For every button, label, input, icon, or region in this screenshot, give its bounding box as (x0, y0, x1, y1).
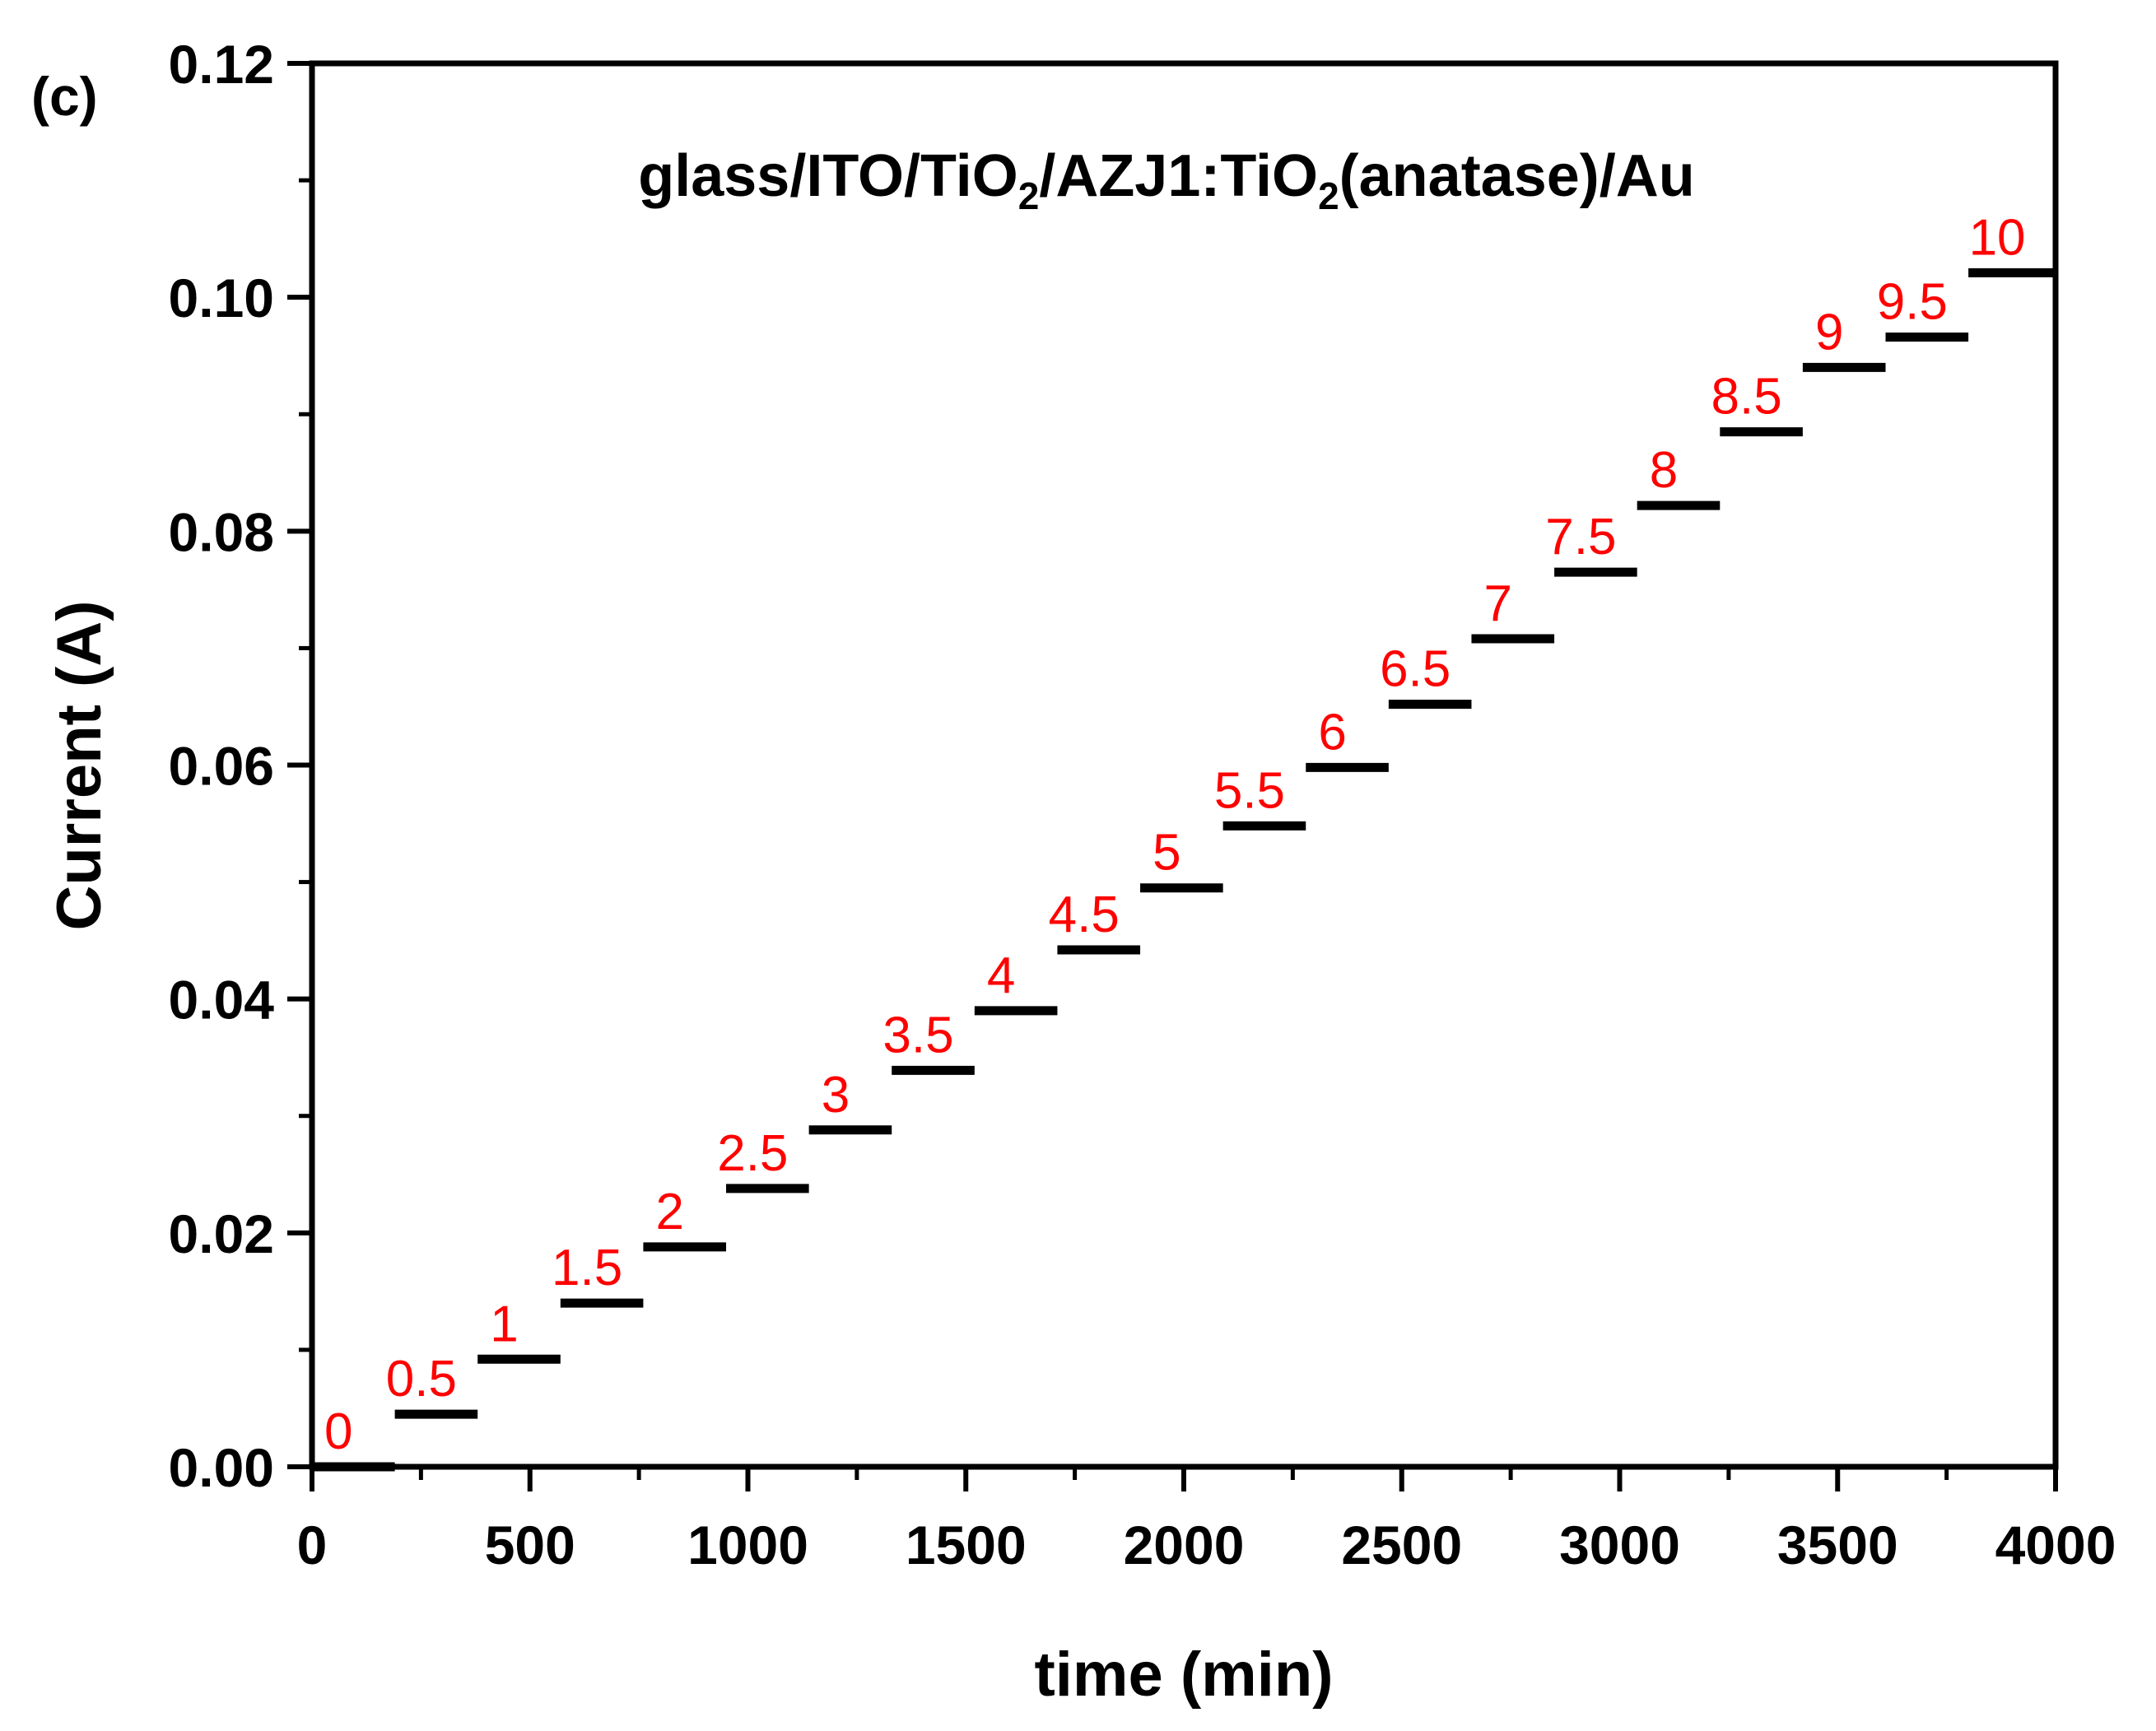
step-voltage-label: 9 (1815, 304, 1843, 361)
y-axis-label: Current (A) (44, 600, 114, 930)
y-tick-label: 0.00 (169, 1437, 274, 1498)
step-voltage-label: 6.5 (1380, 641, 1451, 698)
title-text: glass/ITO/TiO (638, 143, 1018, 209)
panel-label: (c) (31, 66, 98, 127)
step-voltage-label: 2.5 (717, 1125, 788, 1182)
title-text: (anatase)/Au (1339, 143, 1695, 209)
step-voltage-label: 5.5 (1214, 762, 1285, 819)
step-voltage-label: 4.5 (1049, 886, 1120, 943)
x-tick-label: 3500 (1777, 1515, 1898, 1575)
y-axis: 0.00 0.02 0.04 0.06 0.08 0.10 0.12 (169, 34, 312, 1498)
step-voltage-label: 0 (324, 1403, 352, 1460)
x-tick-label: 2500 (1341, 1515, 1462, 1575)
step-voltage-label: 0.5 (386, 1351, 457, 1408)
step-voltage-label: 7 (1484, 575, 1512, 632)
step-labels: 0 0.5 1 1.5 2 2.5 3 3.5 4 4.5 5 5.5 6 6.5 7 7.5 8 8.5 9 9.5… (324, 209, 2025, 1460)
title-subscript: 2 (1018, 174, 1040, 217)
x-tick-label: 3000 (1559, 1515, 1680, 1575)
title-text: /AZJ1:TiO (1039, 143, 1318, 209)
y-tick-label: 0.02 (169, 1203, 274, 1264)
step-voltage-label: 1.5 (552, 1240, 622, 1296)
chart-title: glass/ITO/TiO2/AZJ1:TiO2(anatase)/Au (638, 143, 1695, 217)
step-voltage-label: 3 (822, 1067, 850, 1124)
y-tick-label: 0.06 (169, 736, 274, 797)
step-voltage-label: 7.5 (1545, 509, 1616, 565)
y-tick-label: 0.10 (169, 268, 274, 328)
step-voltage-label: 3.5 (882, 1007, 953, 1063)
x-tick-label: 2000 (1124, 1515, 1245, 1575)
step-voltage-label: 5 (1153, 825, 1180, 882)
y-tick-label: 0.08 (169, 501, 274, 562)
step-voltage-label: 9.5 (1877, 273, 1948, 330)
y-tick-label: 0.12 (169, 34, 274, 95)
x-tick-label: 500 (485, 1515, 575, 1575)
step-voltage-label: 4 (987, 947, 1015, 1004)
x-tick-label: 4000 (1995, 1515, 2116, 1575)
x-tick-label: 1500 (906, 1515, 1027, 1575)
data-series (312, 268, 2056, 1472)
step-voltage-label: 1 (490, 1296, 518, 1352)
step-voltage-label: 6 (1318, 704, 1346, 761)
title-subscript: 2 (1318, 174, 1339, 217)
x-axis-label: time (min) (1034, 1640, 1333, 1710)
y-tick-label: 0.04 (169, 970, 275, 1031)
step-voltage-label: 8.5 (1711, 369, 1781, 426)
step-voltage-label: 10 (1969, 209, 2026, 266)
step-voltage-label: 2 (655, 1184, 683, 1240)
x-tick-label: 1000 (687, 1515, 808, 1575)
x-tick-label: 0 (297, 1515, 328, 1575)
x-axis: 0 500 1000 1500 2000 2500 3000 3500 4000 (297, 1467, 2116, 1575)
step-voltage-label: 8 (1650, 442, 1678, 499)
